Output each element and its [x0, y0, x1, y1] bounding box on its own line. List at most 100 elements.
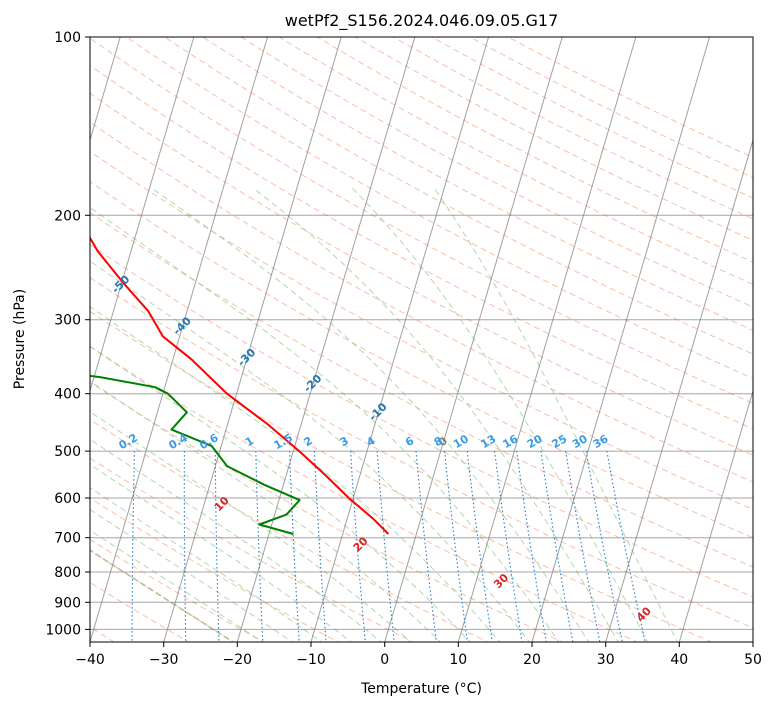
moist-adiabat-line [90, 306, 501, 642]
mixing-ratio-line [183, 451, 187, 642]
isotherm-line [236, 37, 416, 642]
sounding-series [90, 236, 390, 535]
x-tick-label: −40 [75, 652, 105, 668]
plot-frame [89, 36, 754, 643]
moist-adiabats [90, 187, 678, 642]
isotherm-label: -70 [0, 173, 15, 196]
dry-adiabat-label: 30 [491, 571, 511, 591]
isotherm-label: -10 [366, 400, 389, 423]
mixing-ratio-line [255, 451, 264, 642]
isotherm-label: -50 [109, 273, 132, 296]
moist-adiabat-line [90, 463, 353, 642]
dry-adiabat-line [239, 37, 753, 308]
y-axis-ticks: 100 200 300 400 500 600 700 800 900 1000 [45, 30, 90, 638]
dry-adiabat-line [90, 121, 753, 483]
y-tick-label: 700 [54, 531, 81, 547]
mixing-ratio-line [289, 451, 300, 642]
y-tick-label: 500 [54, 444, 81, 460]
dry-adiabat-line [90, 212, 753, 568]
chart-title: wetPf2_S156.2024.046.09.05.G17 [285, 11, 559, 31]
mixing-ratio-line [376, 451, 395, 642]
mixing-ratio-line [131, 451, 135, 642]
mixing-ratio-label: 36 [591, 432, 611, 451]
isotherm-line [163, 37, 342, 642]
isotherm-label: -30 [235, 346, 258, 369]
moist-adiabat-line [90, 438, 382, 642]
dry-adiabat-line [90, 345, 639, 642]
y-tick-label: 200 [54, 208, 81, 224]
moist-adiabat-line [252, 187, 619, 642]
mixing-ratio-line [466, 451, 493, 642]
mixing-ratio-line [415, 451, 437, 642]
dry-adiabat-line [392, 37, 753, 220]
dry-adiabats [90, 37, 753, 642]
y-tick-label: 800 [54, 565, 81, 581]
x-tick-label: −30 [149, 652, 179, 668]
isotherm-line [384, 37, 563, 642]
isotherm-line [752, 640, 753, 642]
isotherm-line [90, 37, 195, 393]
temperature-profile [90, 236, 390, 535]
moist-adiabat-line [90, 345, 471, 642]
dry-adiabat-line [90, 310, 713, 642]
y-tick-label: 300 [54, 313, 81, 329]
dry-adiabat-line [316, 37, 753, 263]
x-tick-label: 30 [597, 652, 615, 668]
y-tick-label: 100 [54, 30, 81, 46]
mixing-ratio-label: 25 [550, 432, 570, 451]
mixing-ratio-line [565, 451, 601, 642]
y-axis-label: Pressure (hPa) [12, 289, 28, 389]
x-tick-label: 20 [523, 652, 541, 668]
mixing-ratio-line [313, 451, 327, 642]
mixing-ratio-line [540, 451, 574, 642]
dry-adiabat-line [278, 37, 753, 285]
dry-adiabat-line [90, 538, 265, 642]
mixing-ratio-line [585, 451, 623, 642]
mixing-ratio-line [444, 451, 469, 642]
x-tick-label: 0 [380, 652, 389, 668]
isotherm-label: -40 [171, 314, 194, 337]
isotherm-line [90, 37, 121, 142]
isotherm-line [678, 389, 753, 642]
isotherm-line [310, 37, 490, 642]
mixing-ratio-label: 0.1 [70, 431, 93, 452]
mixing-ratio-line [214, 451, 220, 642]
moist-adiabat-line [90, 508, 293, 642]
mixing-ratio-label: 3 [338, 434, 351, 449]
isotherm-line [531, 37, 711, 642]
isotherms [90, 37, 753, 642]
mixing-ratio-label: 13 [478, 432, 498, 451]
moist-adiabat-line [433, 187, 678, 642]
x-tick-label: 10 [449, 652, 467, 668]
dry-adiabat-line [90, 150, 753, 511]
mixing-ratio-label: 4 [364, 434, 377, 449]
mixing-ratio-line [516, 451, 547, 642]
isotherm-line [90, 37, 269, 642]
mixing-ratio-label: 16 [501, 432, 521, 451]
dry-adiabat-line [90, 244, 753, 598]
mixing-ratio-line [494, 451, 523, 642]
x-tick-label: −10 [296, 652, 326, 668]
x-tick-label: 40 [670, 652, 688, 668]
dry-adiabat-line [430, 37, 753, 199]
dry-adiabat-line [90, 381, 564, 642]
y-tick-label: 900 [54, 595, 81, 611]
mixing-ratio-line [82, 451, 88, 644]
mixing-ratio-label: 0.6 [197, 431, 221, 452]
moist-adiabat-line [90, 206, 560, 642]
moist-adiabat-line [90, 487, 323, 642]
y-tick-label: 1000 [45, 622, 81, 638]
x-tick-label: 50 [744, 652, 762, 668]
mixing-ratio-label: 30 [570, 432, 590, 451]
dry-adiabat-line [90, 581, 190, 642]
mixing-ratio-label: 10 [451, 432, 471, 451]
moist-adiabat-line [90, 549, 234, 642]
x-axis-label: Temperature (°C) [360, 681, 482, 697]
x-axis-ticks: −40 −30 −20 −10 0 10 20 30 40 50 [75, 642, 762, 668]
mixing-ratio-lines [82, 451, 646, 644]
mixing-ratio-line [350, 451, 366, 642]
dry-adiabat-line [90, 92, 753, 456]
mixing-ratio-label: 6 [403, 434, 416, 449]
mixing-ratio-line [606, 451, 646, 642]
isotherm-label: -60 [50, 224, 73, 247]
